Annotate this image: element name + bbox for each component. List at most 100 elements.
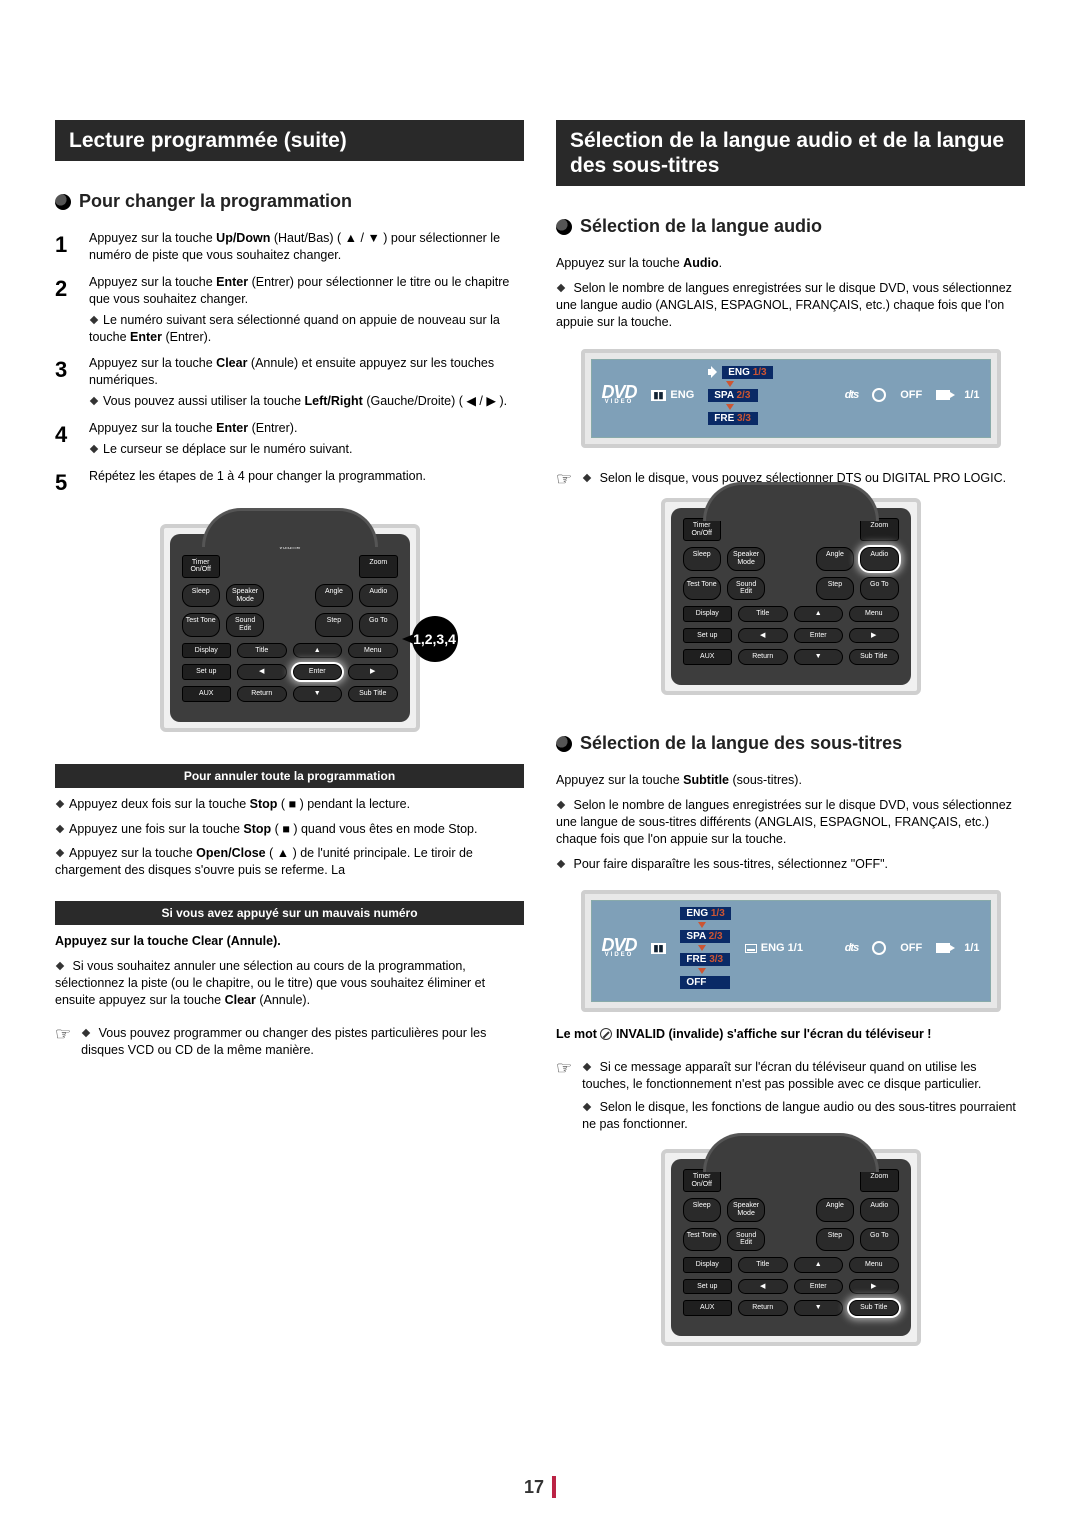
- remote-btn: AUX: [182, 686, 232, 702]
- remote-btn: Sub Title: [348, 686, 398, 702]
- audio-sub-text: Selon le nombre de langues enregistrées …: [556, 281, 1012, 329]
- step-callout: 1,2,3,4: [412, 616, 458, 662]
- dolby-icon: ▮▮: [651, 390, 667, 401]
- remote-btn: Sound Edit: [727, 1228, 765, 1251]
- dvd-logo-icon: DVDVIDEO: [602, 939, 637, 957]
- osd-top-row: DVDVIDEO ▮▮ ENG ENG 1/3SPA 2/3FRE 3/3 dt…: [602, 366, 980, 425]
- dolby-icon: ▮▮: [651, 943, 667, 954]
- remote-btn: Display: [683, 606, 733, 622]
- lang-pill: SPA 2/3: [708, 389, 758, 402]
- osd-audio: DVDVIDEO ▮▮ ENG ENG 1/3SPA 2/3FRE 3/3 dt…: [581, 349, 1001, 448]
- remote-row: Sleep Speaker Mode Angle Audio: [683, 1198, 899, 1221]
- remote-btn: Zoom: [359, 555, 397, 578]
- step-number: 4: [55, 420, 77, 458]
- step-number: 2: [55, 274, 77, 346]
- section-subtitle: Sélection de la langue des sous-titres: [556, 733, 1025, 754]
- remote-btn: Timer On/Off: [683, 1169, 721, 1192]
- step-row: 2Appuyez sur la touche Enter (Entrer) po…: [55, 274, 524, 346]
- subtitle-sub2-text: Pour faire disparaître les sous-titres, …: [573, 857, 888, 871]
- lang-pill: ENG 1/3: [680, 907, 730, 920]
- subtitle-icon: [745, 944, 757, 953]
- remote-row: Test Tone Sound Edit Step Go To: [182, 613, 398, 636]
- dts-icon: dts: [845, 389, 859, 401]
- remote-btn: Display: [182, 643, 232, 659]
- remote-btn: AUX: [683, 649, 733, 665]
- invalid-hand-row: ☞ Si ce message apparaît sur l'écran du …: [556, 1059, 1025, 1141]
- remote-btn: Test Tone: [683, 1228, 721, 1251]
- remote-btn: Sound Edit: [226, 613, 264, 636]
- repeat-icon: [872, 941, 886, 955]
- wrong-number-box: Si vous avez appuyé sur un mauvais numér…: [55, 901, 524, 925]
- remote-btn: Set up: [182, 664, 232, 680]
- remote-btn: Enter: [794, 1279, 844, 1295]
- invalid-hand2-text: Selon le disque, les fonctions de langue…: [582, 1100, 1016, 1131]
- wrong-body: Si vous souhaitez annuler une sélection …: [55, 958, 524, 1009]
- hand-icon: ☞: [556, 470, 572, 488]
- remote-btn: ▼: [794, 649, 844, 665]
- remote-btn: Angle: [816, 1198, 854, 1221]
- page-grid: Lecture programmée (suite) Pour changer …: [55, 120, 1025, 1364]
- section-change-program: Pour changer la programmation: [55, 191, 524, 212]
- remote-btn: Return: [738, 649, 788, 665]
- remote-row: Sleep Speaker Mode Angle Audio: [182, 584, 398, 607]
- remote-btn: Set up: [683, 628, 733, 644]
- bullet-icon: [556, 736, 572, 752]
- remote-btn-enter: Enter: [293, 664, 343, 680]
- remote-illustration-subtitle: Timer On/Off Zoom Sleep Speaker Mode Ang…: [661, 1149, 921, 1346]
- audio-sub: Selon le nombre de langues enregistrées …: [556, 280, 1025, 331]
- remote-btn: Display: [683, 1257, 733, 1273]
- remote-btn: Angle: [816, 547, 854, 570]
- angle-icon: [936, 390, 950, 400]
- remote-btn: ▶: [348, 664, 398, 680]
- diamond-icon: [56, 962, 64, 970]
- cancel-program-box: Pour annuler toute la programmation: [55, 764, 524, 788]
- step-body: Appuyez sur la touche Enter (Entrer).Le …: [89, 420, 524, 458]
- remote-btn: ◀: [237, 664, 287, 680]
- remote-btn: Menu: [348, 643, 398, 659]
- cancel-lines: Appuyez deux fois sur la touche Stop ( ■…: [55, 796, 524, 888]
- remote-btn: Return: [738, 1300, 788, 1316]
- osd-side-label: ENG 1/1: [761, 942, 803, 954]
- remote-btn-subtitle: Sub Title: [849, 1300, 899, 1316]
- lang-stack: ENG 1/3SPA 2/3FRE 3/3OFF: [680, 907, 730, 989]
- dts-icon: dts: [845, 942, 859, 954]
- cancel-line: Appuyez une fois sur la touche Stop ( ■ …: [55, 821, 524, 838]
- remote-btn: ▲: [794, 1257, 844, 1273]
- remote-btn: ◀: [738, 1279, 788, 1295]
- chevron-down-icon: [698, 945, 706, 951]
- repeat-icon: [872, 388, 886, 402]
- invalid-heading: Le mot INVALID (invalide) s'affiche sur …: [556, 1026, 1025, 1043]
- remote-btn: ▲: [293, 643, 343, 659]
- remote-btn: Go To: [860, 577, 898, 600]
- remote-btn: Zoom: [860, 1169, 898, 1192]
- step-sub: Le numéro suivant sera sélectionné quand…: [89, 312, 524, 346]
- left-column: Lecture programmée (suite) Pour changer …: [55, 120, 524, 1364]
- remote-row: Test Tone Sound Edit Step Go To: [683, 577, 899, 600]
- page-number: 17: [524, 1476, 556, 1498]
- section-title: Sélection de la langue audio: [580, 216, 822, 237]
- hand-icon: ☞: [556, 1059, 572, 1141]
- remote-btn: ▶: [849, 628, 899, 644]
- remote-btn: Sub Title: [849, 649, 899, 665]
- page-accent-bar: [552, 1476, 556, 1498]
- diamond-icon: [557, 284, 565, 292]
- remote-volume-label: Volume: [182, 544, 398, 551]
- right-header: Sélection de la langue audio et de la la…: [556, 120, 1025, 186]
- remote-row: Display Title ▲ Menu: [182, 643, 398, 659]
- remote-btn: Enter: [794, 628, 844, 644]
- remote-btn: ▲: [794, 606, 844, 622]
- remote-btn-audio: Audio: [860, 547, 898, 570]
- step-sub: Le curseur se déplace sur le numéro suiv…: [89, 441, 524, 458]
- diamond-icon: [583, 474, 591, 482]
- remote-btn: Sleep: [683, 1198, 721, 1221]
- remote-btn: Step: [315, 613, 353, 636]
- left-header: Lecture programmée (suite): [55, 120, 524, 161]
- lang-pill: FRE 3/3: [680, 953, 730, 966]
- chevron-down-icon: [698, 968, 706, 974]
- remote-btn: Audio: [860, 1198, 898, 1221]
- remote-btn: Step: [816, 1228, 854, 1251]
- diamond-icon: [583, 1103, 591, 1111]
- invalid-text: INVALID (invalide) s'affiche sur l'écran…: [616, 1027, 932, 1041]
- step-row: 5Répétez les étapes de 1 à 4 pour change…: [55, 468, 524, 498]
- remote-row: Set up ◀ Enter ▶: [683, 628, 899, 644]
